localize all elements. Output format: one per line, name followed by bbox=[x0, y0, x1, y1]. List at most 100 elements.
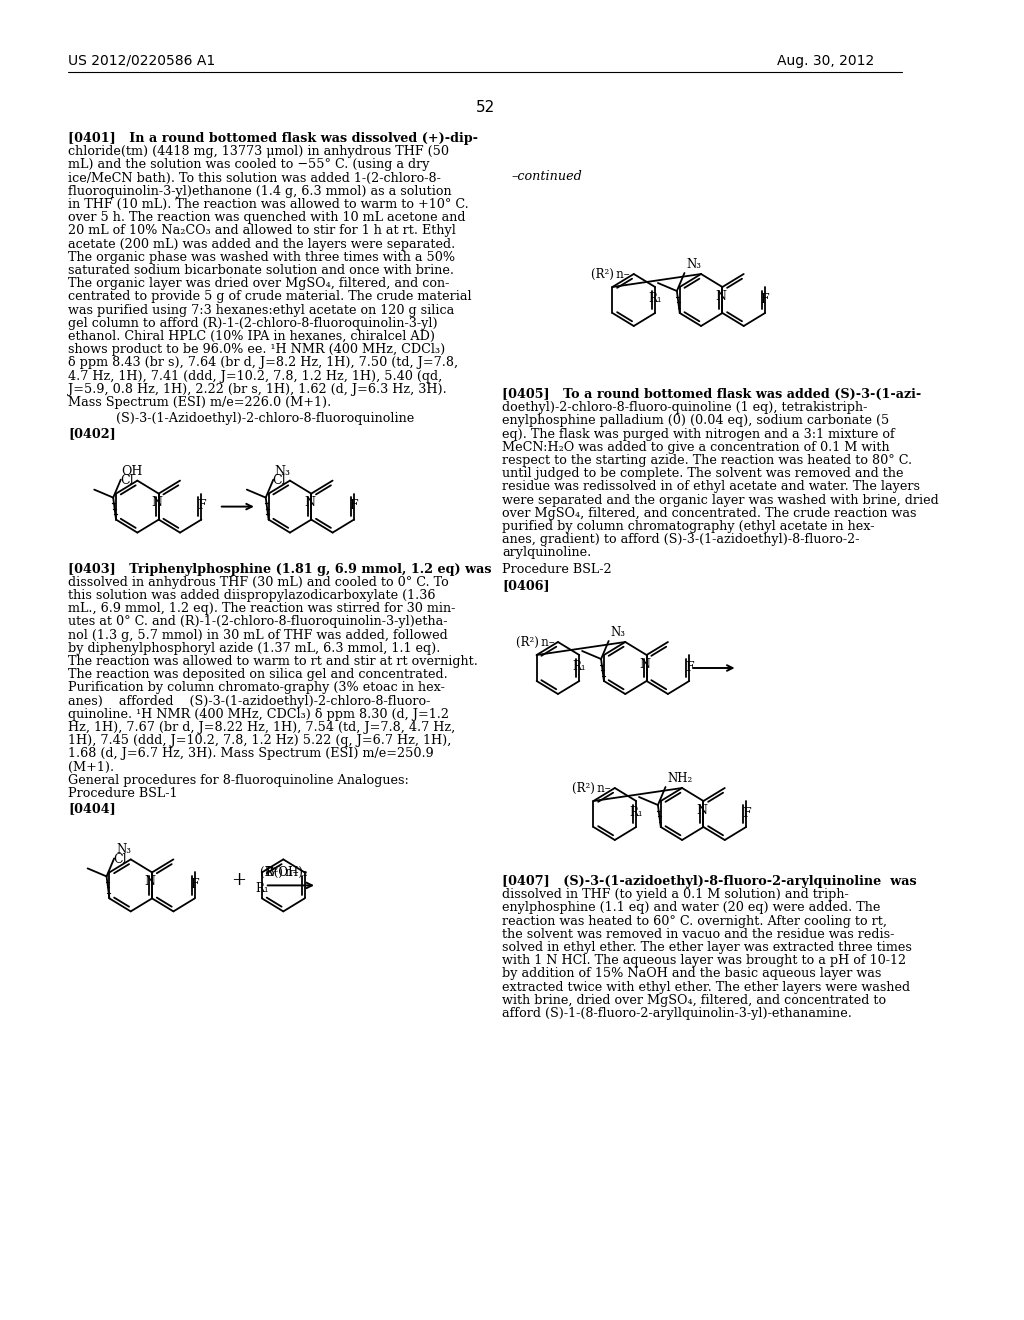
Text: [0406]: [0406] bbox=[502, 578, 550, 591]
Text: F: F bbox=[190, 878, 199, 891]
Text: (R²) n–: (R²) n– bbox=[591, 268, 630, 281]
Text: R₁: R₁ bbox=[648, 292, 662, 305]
Text: utes at 0° C. and (R)-1-(2-chloro-8-fluoroquinolin-3-yl)etha-: utes at 0° C. and (R)-1-(2-chloro-8-fluo… bbox=[69, 615, 447, 628]
Text: with 1 N HCl. The aqueous layer was brought to a pH of 10-12: with 1 N HCl. The aqueous layer was brou… bbox=[502, 954, 906, 968]
Text: saturated sodium bicarbonate solution and once with brine.: saturated sodium bicarbonate solution an… bbox=[69, 264, 455, 277]
Text: N: N bbox=[304, 495, 314, 508]
Text: anes, gradient) to afford (S)-3-(1-azidoethyl)-8-fluoro-2-: anes, gradient) to afford (S)-3-(1-azido… bbox=[502, 533, 859, 546]
Text: F: F bbox=[741, 807, 751, 820]
Text: Aug. 30, 2012: Aug. 30, 2012 bbox=[777, 54, 874, 69]
Text: F: F bbox=[349, 499, 358, 512]
Text: The reaction was deposited on silica gel and concentrated.: The reaction was deposited on silica gel… bbox=[69, 668, 447, 681]
Text: N: N bbox=[152, 495, 163, 508]
Text: fluoroquinolin-3-yl)ethanone (1.4 g, 6.3 mmol) as a solution: fluoroquinolin-3-yl)ethanone (1.4 g, 6.3… bbox=[69, 185, 452, 198]
Text: mL., 6.9 mmol, 1.2 eq). The reaction was stirred for 30 min-: mL., 6.9 mmol, 1.2 eq). The reaction was… bbox=[69, 602, 456, 615]
Text: (R²) n–: (R²) n– bbox=[515, 635, 554, 648]
Text: doethyl)-2-chloro-8-fluoro-quinoline (1 eq), tetrakistriph-: doethyl)-2-chloro-8-fluoro-quinoline (1 … bbox=[502, 401, 867, 414]
Text: General procedures for 8-fluoroquinoline Analogues:: General procedures for 8-fluoroquinoline… bbox=[69, 774, 409, 787]
Text: N: N bbox=[639, 657, 650, 671]
Text: enylphosphine palladium (0) (0.04 eq), sodium carbonate (5: enylphosphine palladium (0) (0.04 eq), s… bbox=[502, 414, 890, 428]
Text: N: N bbox=[696, 804, 707, 817]
Text: Cl: Cl bbox=[114, 853, 127, 866]
Text: Purification by column chromato-graphy (3% etoac in hex-: Purification by column chromato-graphy (… bbox=[69, 681, 445, 694]
Text: gel column to afford (R)-1-(2-chloro-8-fluoroquinolin-3-yl): gel column to afford (R)-1-(2-chloro-8-f… bbox=[69, 317, 438, 330]
Text: (R²) n–: (R²) n– bbox=[572, 781, 611, 795]
Text: acetate (200 mL) was added and the layers were separated.: acetate (200 mL) was added and the layer… bbox=[69, 238, 456, 251]
Text: [0402]: [0402] bbox=[69, 428, 116, 441]
Text: purified by column chromatography (ethyl acetate in hex-: purified by column chromatography (ethyl… bbox=[502, 520, 874, 533]
Text: NH₂: NH₂ bbox=[668, 772, 692, 785]
Text: J=5.9, 0.8 Hz, 1H), 2.22 (br s, 1H), 1.62 (d, J=6.3 Hz, 3H).: J=5.9, 0.8 Hz, 1H), 2.22 (br s, 1H), 1.6… bbox=[69, 383, 446, 396]
Text: Procedure BSL-2: Procedure BSL-2 bbox=[502, 562, 611, 576]
Text: R₁: R₁ bbox=[572, 660, 586, 673]
Text: δ ppm 8.43 (br s), 7.64 (br d, J=8.2 Hz, 1H), 7.50 (td, J=7.8,: δ ppm 8.43 (br s), 7.64 (br d, J=8.2 Hz,… bbox=[69, 356, 459, 370]
Text: N₃: N₃ bbox=[610, 626, 626, 639]
Text: –continued: –continued bbox=[512, 170, 583, 183]
Text: OH: OH bbox=[122, 465, 143, 478]
Text: (M+1).: (M+1). bbox=[69, 760, 115, 774]
Text: N₃: N₃ bbox=[274, 465, 290, 478]
Text: eq). The flask was purged with nitrogen and a 3:1 mixture of: eq). The flask was purged with nitrogen … bbox=[502, 428, 895, 441]
Text: [0404]: [0404] bbox=[69, 803, 116, 816]
Text: N₃: N₃ bbox=[686, 257, 701, 271]
Text: +: + bbox=[231, 871, 247, 890]
Text: F: F bbox=[197, 499, 206, 512]
Text: over MgSO₄, filtered, and concentrated. The crude reaction was: over MgSO₄, filtered, and concentrated. … bbox=[502, 507, 916, 520]
Text: N: N bbox=[715, 290, 726, 304]
Text: with brine, dried over MgSO₄, filtered, and concentrated to: with brine, dried over MgSO₄, filtered, … bbox=[502, 994, 886, 1007]
Text: The organic layer was dried over MgSO₄, filtered, and con-: The organic layer was dried over MgSO₄, … bbox=[69, 277, 450, 290]
Text: 1H), 7.45 (ddd, J=10.2, 7.8, 1.2 Hz) 5.22 (q, J=6.7 Hz, 1H),: 1H), 7.45 (ddd, J=10.2, 7.8, 1.2 Hz) 5.2… bbox=[69, 734, 452, 747]
Text: [0407]   (S)-3-(1-azidoethyl)-8-fluoro-2-arylquinoline  was: [0407] (S)-3-(1-azidoethyl)-8-fluoro-2-a… bbox=[502, 875, 916, 888]
Text: by diphenylphosphoryl azide (1.37 mL, 6.3 mmol, 1.1 eq).: by diphenylphosphoryl azide (1.37 mL, 6.… bbox=[69, 642, 440, 655]
Text: ethanol. Chiral HPLC (10% IPA in hexanes, chiralcel AD): ethanol. Chiral HPLC (10% IPA in hexanes… bbox=[69, 330, 435, 343]
Text: centrated to provide 5 g of crude material. The crude material: centrated to provide 5 g of crude materi… bbox=[69, 290, 472, 304]
Text: chloride(tm) (4418 mg, 13773 μmol) in anhydrous THF (50: chloride(tm) (4418 mg, 13773 μmol) in an… bbox=[69, 145, 450, 158]
Text: 1.68 (d, J=6.7 Hz, 3H). Mass Spectrum (ESI) m/e=250.9: 1.68 (d, J=6.7 Hz, 3H). Mass Spectrum (E… bbox=[69, 747, 434, 760]
Text: afford (S)-1-(8-fluoro-2-aryllquinolin-3-yl)-ethanamine.: afford (S)-1-(8-fluoro-2-aryllquinolin-3… bbox=[502, 1007, 852, 1020]
Text: extracted twice with ethyl ether. The ether layers were washed: extracted twice with ethyl ether. The et… bbox=[502, 981, 910, 994]
Text: F: F bbox=[685, 661, 693, 675]
Text: Cl: Cl bbox=[272, 474, 286, 487]
Text: arylquinoline.: arylquinoline. bbox=[502, 546, 591, 560]
Text: respect to the starting azide. The reaction was heated to 80° C.: respect to the starting azide. The react… bbox=[502, 454, 912, 467]
Text: until judged to be complete. The solvent was removed and the: until judged to be complete. The solvent… bbox=[502, 467, 903, 480]
Text: nol (1.3 g, 5.7 mmol) in 30 mL of THF was added, followed: nol (1.3 g, 5.7 mmol) in 30 mL of THF wa… bbox=[69, 628, 447, 642]
Text: Hz, 1H), 7.67 (br d, J=8.22 Hz, 1H), 7.54 (td, J=7.8, 4.7 Hz,: Hz, 1H), 7.67 (br d, J=8.22 Hz, 1H), 7.5… bbox=[69, 721, 456, 734]
Text: [0403]   Triphenylphosphine (1.81 g, 6.9 mmol, 1.2 eq) was: [0403] Triphenylphosphine (1.81 g, 6.9 m… bbox=[69, 562, 492, 576]
Text: Mass Spectrum (ESI) m/e=226.0 (M+1).: Mass Spectrum (ESI) m/e=226.0 (M+1). bbox=[69, 396, 332, 409]
Text: mL) and the solution was cooled to −55° C. (using a dry: mL) and the solution was cooled to −55° … bbox=[69, 158, 430, 172]
Text: reaction was heated to 60° C. overnight. After cooling to rt,: reaction was heated to 60° C. overnight.… bbox=[502, 915, 887, 928]
Text: B(OH)₂: B(OH)₂ bbox=[266, 866, 308, 879]
Text: dissolved in anhydrous THF (30 mL) and cooled to 0° C. To: dissolved in anhydrous THF (30 mL) and c… bbox=[69, 576, 449, 589]
Text: over 5 h. The reaction was quenched with 10 mL acetone and: over 5 h. The reaction was quenched with… bbox=[69, 211, 466, 224]
Text: R₁: R₁ bbox=[630, 807, 643, 818]
Text: Cl: Cl bbox=[120, 474, 133, 487]
Text: [0401]   In a round bottomed flask was dissolved (+)-dip-: [0401] In a round bottomed flask was dis… bbox=[69, 132, 478, 145]
Text: by addition of 15% NaOH and the basic aqueous layer was: by addition of 15% NaOH and the basic aq… bbox=[502, 968, 882, 981]
Text: The reaction was allowed to warm to rt and stir at rt overnight.: The reaction was allowed to warm to rt a… bbox=[69, 655, 478, 668]
Text: anes)    afforded    (S)-3-(1-azidoethyl)-2-chloro-8-fluoro-: anes) afforded (S)-3-(1-azidoethyl)-2-ch… bbox=[69, 694, 430, 708]
Text: enylphosphine (1.1 eq) and water (20 eq) were added. The: enylphosphine (1.1 eq) and water (20 eq)… bbox=[502, 902, 881, 915]
Text: (R²) n–: (R²) n– bbox=[260, 866, 299, 879]
Text: 4.7 Hz, 1H), 7.41 (ddd, J=10.2, 7.8, 1.2 Hz, 1H), 5.40 (qd,: 4.7 Hz, 1H), 7.41 (ddd, J=10.2, 7.8, 1.2… bbox=[69, 370, 442, 383]
Text: [0405]   To a round bottomed flask was added (S)-3-(1-azi-: [0405] To a round bottomed flask was add… bbox=[502, 388, 922, 401]
Text: N: N bbox=[144, 875, 156, 888]
Text: 20 mL of 10% Na₂CO₃ and allowed to stir for 1 h at rt. Ethyl: 20 mL of 10% Na₂CO₃ and allowed to stir … bbox=[69, 224, 456, 238]
Text: solved in ethyl ether. The ether layer was extracted three times: solved in ethyl ether. The ether layer w… bbox=[502, 941, 912, 954]
Text: N₃: N₃ bbox=[116, 843, 131, 857]
Text: this solution was added diispropylazodicarboxylate (1.36: this solution was added diispropylazodic… bbox=[69, 589, 435, 602]
Text: dissolved in THF (to yield a 0.1 M solution) and triph-: dissolved in THF (to yield a 0.1 M solut… bbox=[502, 888, 849, 902]
Text: Procedure BSL-1: Procedure BSL-1 bbox=[69, 787, 178, 800]
Text: F: F bbox=[761, 293, 769, 306]
Text: quinoline. ¹H NMR (400 MHz, CDCl₃) δ ppm 8.30 (d, J=1.2: quinoline. ¹H NMR (400 MHz, CDCl₃) δ ppm… bbox=[69, 708, 450, 721]
Text: shows product to be 96.0% ee. ¹H NMR (400 MHz, CDCl₃): shows product to be 96.0% ee. ¹H NMR (40… bbox=[69, 343, 445, 356]
Text: R₁: R₁ bbox=[255, 882, 268, 895]
Text: 52: 52 bbox=[475, 100, 495, 115]
Text: the solvent was removed in vacuo and the residue was redis-: the solvent was removed in vacuo and the… bbox=[502, 928, 895, 941]
Text: US 2012/0220586 A1: US 2012/0220586 A1 bbox=[69, 54, 215, 69]
Text: ice/MeCN bath). To this solution was added 1-(2-chloro-8-: ice/MeCN bath). To this solution was add… bbox=[69, 172, 441, 185]
Text: were separated and the organic layer was washed with brine, dried: were separated and the organic layer was… bbox=[502, 494, 939, 507]
Text: MeCN:H₂O was added to give a concentration of 0.1 M with: MeCN:H₂O was added to give a concentrati… bbox=[502, 441, 890, 454]
Text: The organic phase was washed with three times with a 50%: The organic phase was washed with three … bbox=[69, 251, 456, 264]
Text: was purified using 7:3 hexanes:ethyl acetate on 120 g silica: was purified using 7:3 hexanes:ethyl ace… bbox=[69, 304, 455, 317]
